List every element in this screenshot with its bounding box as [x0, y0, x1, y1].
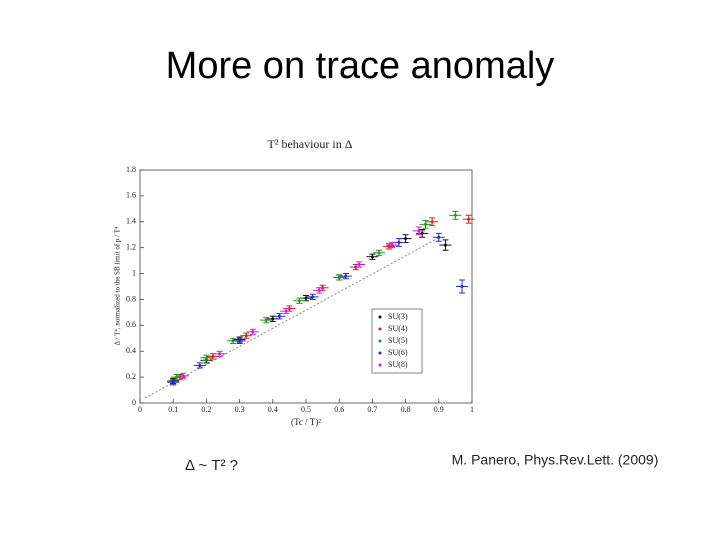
x-tick-label: 0.9 [434, 405, 444, 414]
data-point [251, 330, 255, 334]
y-tick-label: 1.2 [126, 242, 136, 251]
caption-right: M. Panero, Phys.Rev.Lett. (2009) [452, 452, 659, 468]
x-tick-label: 0.4 [268, 405, 278, 414]
y-tick-label: 1 [132, 268, 136, 277]
data-point [277, 314, 281, 318]
data-point [397, 240, 401, 244]
legend-label: SU(3) [388, 312, 408, 321]
legend-marker [378, 351, 382, 355]
fit-line [144, 236, 441, 399]
legend-marker [378, 363, 382, 367]
data-point [264, 318, 268, 322]
data-point [354, 265, 358, 269]
data-point [317, 288, 321, 292]
data-point [287, 307, 291, 311]
legend-label: SU(6) [388, 348, 408, 357]
data-point [390, 243, 394, 247]
data-point [404, 237, 408, 241]
data-point [218, 352, 222, 356]
data-point [377, 251, 381, 255]
data-point [171, 380, 175, 384]
legend-marker [378, 339, 382, 343]
data-point [344, 274, 348, 278]
data-point [337, 275, 341, 279]
y-tick-label: 1.4 [126, 217, 136, 226]
y-tick-label: 0.8 [126, 294, 136, 303]
data-point [204, 356, 208, 360]
y-tick-label: 1.8 [126, 165, 136, 174]
slide-title: More on trace anomaly [166, 45, 555, 87]
x-tick-label: 0 [138, 405, 142, 414]
data-point [424, 222, 428, 226]
y-tick-label: 0 [132, 398, 136, 407]
data-point [244, 334, 248, 338]
x-tick-label: 0.3 [235, 405, 245, 414]
data-point [321, 286, 325, 290]
data-point [417, 229, 421, 233]
x-tick-label: 1 [470, 405, 474, 414]
data-point [420, 231, 424, 235]
data-point [304, 296, 308, 300]
data-point [311, 295, 315, 299]
legend-marker [378, 315, 382, 319]
data-point [437, 235, 441, 239]
data-point [387, 244, 391, 248]
x-tick-label: 0.6 [334, 405, 344, 414]
data-point [430, 220, 434, 224]
data-point [443, 243, 447, 247]
legend-label: SU(8) [388, 360, 408, 369]
caption-left: Δ ~ T² ? [185, 457, 238, 474]
x-tick-label: 0.1 [168, 405, 178, 414]
x-tick-label: 0.7 [367, 405, 377, 414]
data-point [357, 262, 361, 266]
x-tick-label: 0.8 [401, 405, 411, 414]
y-tick-label: 0.4 [126, 346, 136, 355]
data-point [181, 374, 185, 378]
legend-label: SU(5) [388, 336, 408, 345]
legend-label: SU(4) [388, 324, 408, 333]
y-tick-label: 0.2 [126, 372, 136, 381]
data-point [271, 317, 275, 321]
y-tick-label: 1.6 [126, 191, 136, 200]
data-point [370, 255, 374, 259]
data-point [211, 354, 215, 358]
y-axis-label: Δ / T⁴, normalized to the SB limit of p … [114, 226, 122, 345]
x-tick-label: 0.2 [201, 405, 211, 414]
data-point [284, 309, 288, 313]
y-tick-label: 0.6 [126, 320, 136, 329]
legend-marker [378, 327, 382, 331]
x-tick-label: 0.5 [301, 405, 311, 414]
data-point [467, 217, 471, 221]
data-point [175, 375, 179, 379]
data-point [460, 285, 464, 288]
data-point [238, 339, 242, 343]
data-point [297, 299, 301, 303]
data-point [453, 213, 457, 217]
chart-title: T² behaviour in Δ [268, 137, 353, 151]
data-point [198, 363, 202, 367]
data-point [231, 339, 235, 343]
x-axis-label: (Tc / T)² [291, 417, 321, 427]
